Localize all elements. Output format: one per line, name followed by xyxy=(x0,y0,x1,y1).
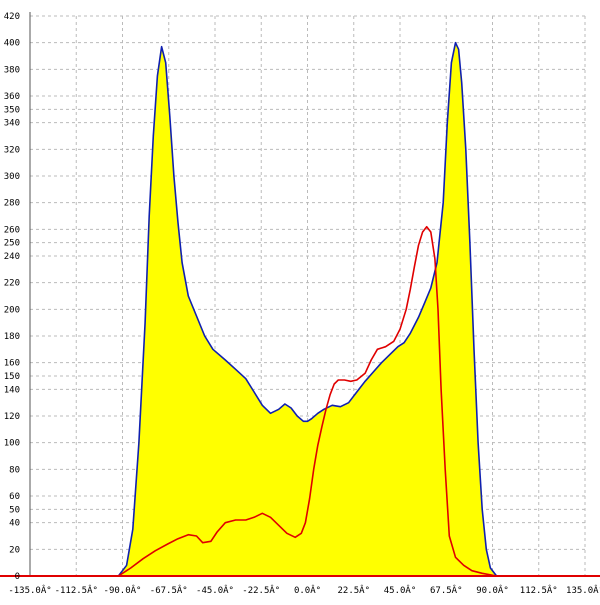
y-tick-label: 240 xyxy=(4,252,20,262)
x-tick-label: -67.5Â° xyxy=(150,584,188,596)
x-tick-label: -45.0Â° xyxy=(196,584,234,596)
series-0-line xyxy=(117,41,498,577)
y-tick-label: 220 xyxy=(4,279,20,289)
y-tick-label: 200 xyxy=(4,305,20,315)
x-tick-label: 0.0Â° xyxy=(294,584,321,596)
y-tick-label: 120 xyxy=(4,412,20,422)
series-1-line xyxy=(117,225,497,577)
y-tick-label: 150 xyxy=(4,372,20,382)
series-0-area xyxy=(118,42,497,576)
y-tick-label: 300 xyxy=(4,172,20,182)
y-tick-label: 400 xyxy=(4,39,20,49)
x-tick-label: 112.5Â° xyxy=(520,584,558,596)
x-tick-label: -90.0Â° xyxy=(104,584,142,596)
y-tick-label: 260 xyxy=(4,225,20,235)
x-tick-label: 90.0Â° xyxy=(476,584,509,596)
y-tick-label: 60 xyxy=(9,492,20,502)
y-tick-label: 180 xyxy=(4,332,20,342)
axes xyxy=(0,12,600,577)
y-tick-label: 320 xyxy=(4,145,20,155)
y-tick-label: 420 xyxy=(4,12,20,22)
y-tick-label: 50 xyxy=(9,505,20,515)
y-tick-label: 80 xyxy=(9,465,20,475)
tick-labels: -135.0Â° -112.5Â° -90.0Â° -67.5Â° -45.0Â° -22… xyxy=(4,12,600,596)
grid xyxy=(29,15,586,577)
y-tick-label: 380 xyxy=(4,65,20,75)
x-tick-label: -135.0Â° xyxy=(8,584,51,596)
plot-area xyxy=(117,41,498,577)
x-tick-label: -112.5Â° xyxy=(55,584,98,596)
x-tick-label: 135.0Â° xyxy=(566,584,600,596)
y-tick-label: 250 xyxy=(4,239,20,249)
x-tick-label: 22.5Â° xyxy=(337,584,370,596)
y-tick-label: 350 xyxy=(4,105,20,115)
y-tick-label: 20 xyxy=(9,545,20,555)
y-tick-label: 160 xyxy=(4,359,20,369)
y-tick-label: 100 xyxy=(4,439,20,449)
x-tick-label: 67.5Â° xyxy=(430,584,463,596)
y-tick-label: 360 xyxy=(4,92,20,102)
x-tick-label: -22.5Â° xyxy=(242,584,280,596)
y-tick-label: 340 xyxy=(4,119,20,129)
y-tick-label: 140 xyxy=(4,385,20,395)
y-tick-label: 0 xyxy=(15,572,20,582)
y-tick-label: 40 xyxy=(9,519,20,529)
y-tick-label: 280 xyxy=(4,199,20,209)
x-tick-label: 45.0Â° xyxy=(384,584,417,596)
